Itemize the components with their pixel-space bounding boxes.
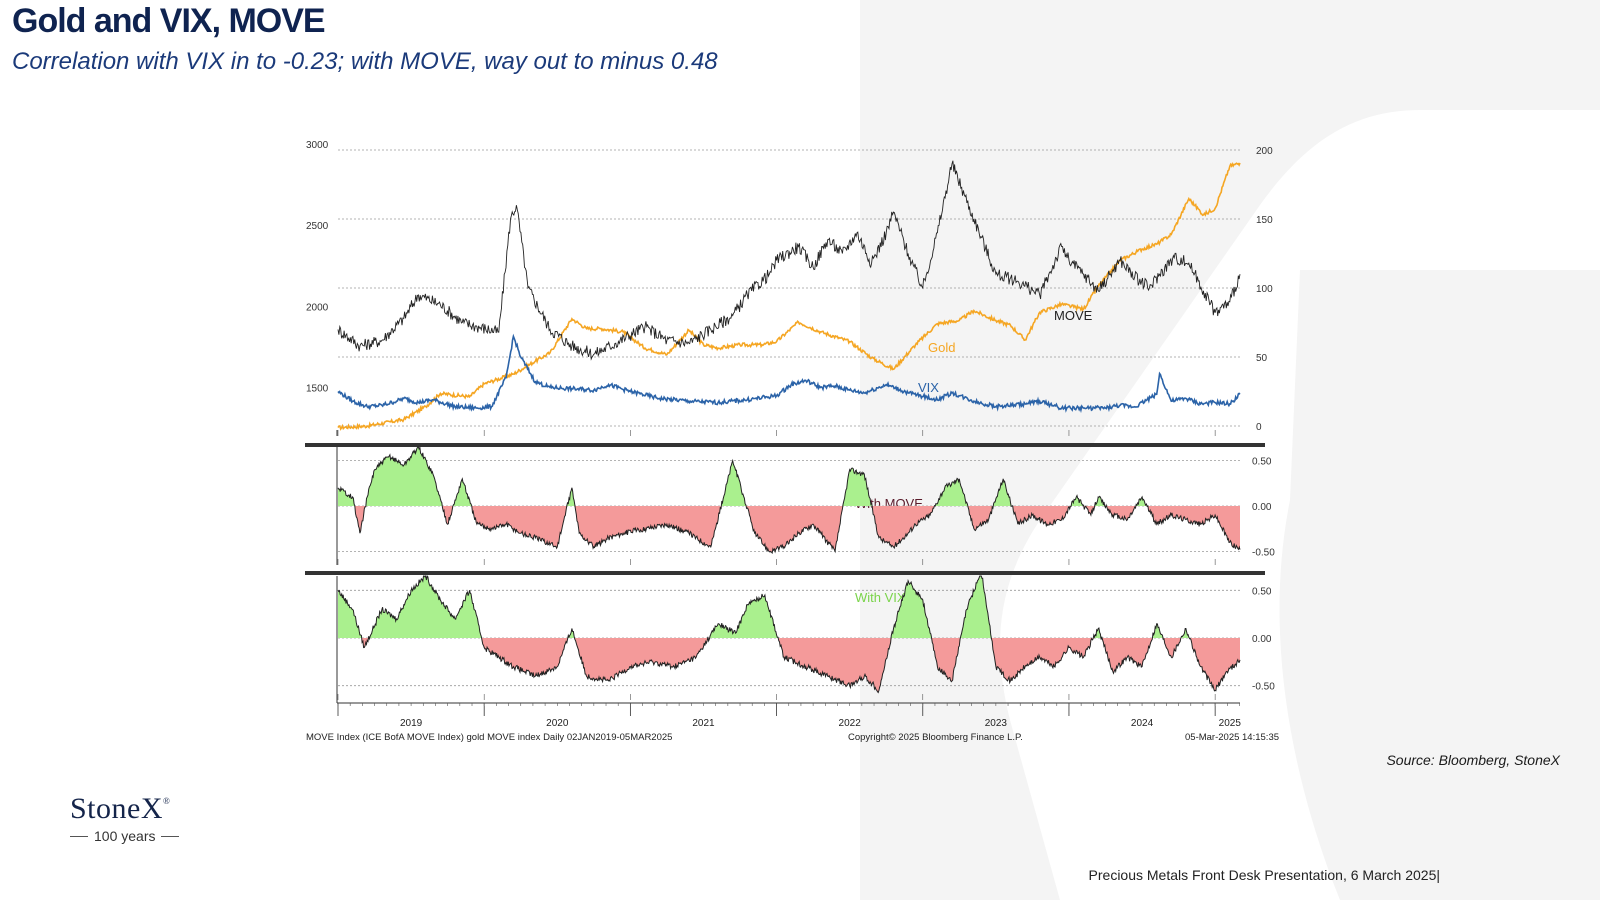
negative-correlation-area [338, 506, 1240, 553]
right-axis-tick-label: 0 [1256, 422, 1262, 433]
page-subtitle: Correlation with VIX in to -0.23; with M… [12, 48, 718, 75]
corr-axis-tick-label: 0.00 [1252, 502, 1272, 513]
corr-axis-tick-label: -0.50 [1252, 682, 1275, 693]
page-title: Gold and VIX, MOVE [12, 2, 326, 40]
vix-series-label: VIX [918, 380, 939, 395]
chart-footer-center: Copyright© 2025 Bloomberg Finance L.P. [848, 732, 1023, 743]
x-axis-year-label: 2019 [400, 718, 423, 729]
stonex-logo: StoneX® 100 years [70, 792, 200, 844]
panel-divider [305, 571, 1265, 575]
with-vix-label: With VIX [855, 590, 906, 605]
move-series-label: MOVE [1054, 308, 1093, 323]
corr-axis-tick-label: 0.00 [1252, 634, 1272, 645]
x-axis-year-label: 2023 [985, 718, 1008, 729]
corr-axis-tick-label: 0.50 [1252, 457, 1272, 468]
presentation-footer: Precious Metals Front Desk Presentation,… [1088, 867, 1440, 883]
positive-correlation-area [338, 576, 1240, 638]
gold-series-label: Gold [928, 340, 955, 355]
series-line-gold [337, 162, 1241, 431]
left-axis-tick-label: 1500 [306, 384, 329, 395]
correlation-line [337, 574, 1241, 694]
x-axis-year-label: 2025 [1219, 718, 1242, 729]
right-axis-tick-label: 50 [1256, 353, 1268, 364]
right-axis-tick-label: 200 [1256, 146, 1273, 157]
right-axis-tick-label: 100 [1256, 284, 1273, 295]
chart-footer-right: 05-Mar-2025 14:15:35 [1185, 732, 1279, 743]
right-axis-tick-label: 150 [1256, 215, 1273, 226]
left-axis-tick-label: 3000 [306, 140, 329, 151]
series-line-move [337, 160, 1241, 361]
x-axis-year-label: 2022 [839, 718, 862, 729]
source-note: Source: Bloomberg, StoneX [1386, 752, 1560, 768]
negative-correlation-area [338, 638, 1240, 693]
left-axis-tick-label: 2500 [306, 221, 329, 232]
logo-tagline: 100 years [70, 828, 200, 844]
correlation-line [337, 445, 1241, 555]
corr-axis-tick-label: 0.50 [1252, 586, 1272, 597]
chart-footer-left: MOVE Index (ICE BofA MOVE Index) gold MO… [306, 732, 672, 743]
x-axis-year-label: 2024 [1131, 718, 1154, 729]
x-axis-year-label: 2021 [692, 718, 715, 729]
logo-name: StoneX® [70, 792, 171, 825]
left-axis-tick-label: 2000 [306, 302, 329, 313]
positive-correlation-area [338, 447, 1240, 506]
x-axis-year-label: 2020 [546, 718, 569, 729]
corr-axis-tick-label: -0.50 [1252, 547, 1275, 558]
series-line-vix [337, 333, 1241, 414]
panel-divider [305, 443, 1265, 447]
gold-vix-move-chart: MOVE Gold VIX With MOVE With VIX MOVE In… [305, 140, 1279, 743]
